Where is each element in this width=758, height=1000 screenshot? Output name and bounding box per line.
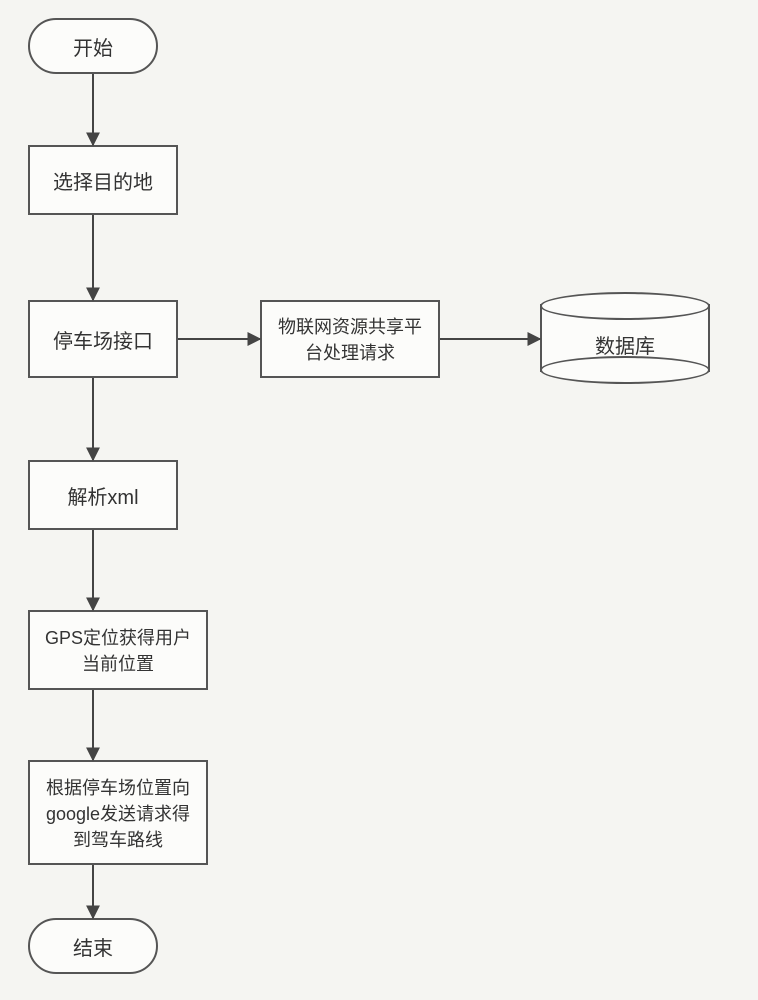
node-parse-xml-label: 解析xml bbox=[67, 481, 138, 510]
node-parking-api: 停车场接口 bbox=[28, 300, 178, 378]
node-database-label: 数据库 bbox=[595, 330, 655, 359]
node-parse-xml: 解析xml bbox=[28, 460, 178, 530]
node-end: 结束 bbox=[28, 918, 158, 974]
node-start-label: 开始 bbox=[73, 32, 113, 61]
node-end-label: 结束 bbox=[73, 932, 113, 961]
node-gps-label: GPS定位获得用户当前位置 bbox=[38, 624, 198, 676]
node-google-route: 根据停车场位置向google发送请求得到驾车路线 bbox=[28, 760, 208, 865]
node-gps: GPS定位获得用户当前位置 bbox=[28, 610, 208, 690]
flowchart-canvas: 开始 选择目的地 停车场接口 物联网资源共享平台处理请求 数据库 解析xml G… bbox=[0, 0, 758, 1000]
node-iot-platform-label: 物联网资源共享平台处理请求 bbox=[270, 313, 430, 365]
node-database: 数据库 bbox=[540, 292, 710, 384]
node-iot-platform: 物联网资源共享平台处理请求 bbox=[260, 300, 440, 378]
node-start: 开始 bbox=[28, 18, 158, 74]
node-select-destination-label: 选择目的地 bbox=[53, 166, 153, 195]
node-parking-api-label: 停车场接口 bbox=[53, 325, 153, 354]
node-select-destination: 选择目的地 bbox=[28, 145, 178, 215]
node-google-route-label: 根据停车场位置向google发送请求得到驾车路线 bbox=[38, 774, 198, 852]
